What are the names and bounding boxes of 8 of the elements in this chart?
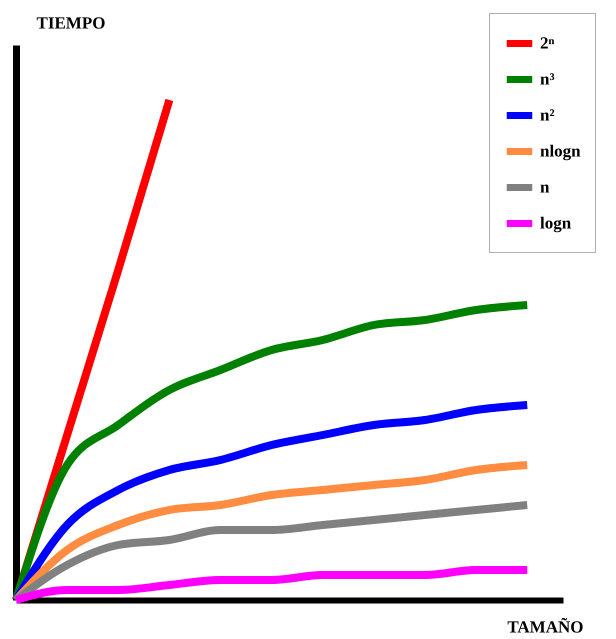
legend-label: n³ [540, 70, 555, 88]
x-axis-title: TAMAÑO [507, 618, 584, 636]
legend-label: n² [540, 106, 555, 124]
legend-label: logn [540, 214, 572, 232]
legend-label: 2ⁿ [540, 34, 554, 52]
legend-label: nlogn [540, 142, 582, 160]
legend-label: n [540, 178, 550, 196]
y-axis-title: TIEMPO [36, 14, 106, 32]
